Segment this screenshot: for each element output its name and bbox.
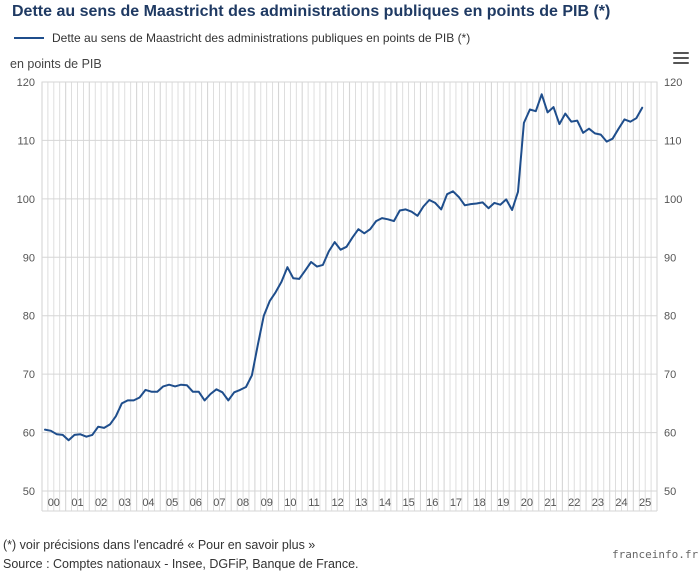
y-tick-label-left: 110 (17, 135, 35, 147)
source-note: Source : Comptes nationaux - Insee, DGFi… (3, 557, 359, 571)
y-tick-label-right: 50 (664, 486, 676, 498)
y-axis-unit-label: en points de PIB (10, 57, 102, 71)
x-tick-label: 11 (308, 497, 319, 509)
y-tick-label-right: 60 (664, 428, 676, 440)
gridlines (41, 81, 658, 512)
x-tick-label: 25 (639, 497, 651, 509)
x-tick-label: 15 (403, 497, 415, 509)
x-tick-label: 10 (284, 497, 296, 509)
x-tick-label: 20 (521, 497, 533, 509)
y-tick-label-right: 120 (664, 77, 682, 89)
x-tick-label: 00 (48, 497, 60, 509)
y-tick-label-right: 100 (664, 194, 682, 206)
x-tick-label: 16 (426, 497, 438, 509)
x-tick-label: 03 (119, 497, 131, 509)
y-tick-label-left: 100 (17, 194, 35, 206)
y-tick-label-left: 80 (23, 311, 35, 323)
legend[interactable]: Dette au sens de Maastricht des administ… (14, 31, 470, 45)
y-tick-label-left: 60 (23, 428, 35, 440)
x-tick-label: 04 (142, 497, 154, 509)
x-tick-label: 17 (450, 497, 462, 509)
x-tick-label: 22 (568, 497, 580, 509)
y-tick-label-left: 70 (23, 369, 35, 381)
x-tick-label: 08 (237, 497, 249, 509)
x-tick-label: 07 (213, 497, 225, 509)
footnote: (*) voir précisions dans l'encadré « Pou… (3, 538, 316, 552)
x-tick-label: 21 (544, 497, 556, 509)
x-tick-label: 23 (592, 497, 604, 509)
x-tick-label: 24 (615, 497, 627, 509)
chart-title: Dette au sens de Maastricht des administ… (12, 3, 611, 20)
x-tick-label: 13 (355, 497, 367, 509)
x-tick-label: 14 (379, 497, 391, 509)
y-tick-label-left: 90 (23, 252, 35, 264)
x-tick-label: 06 (190, 497, 202, 509)
brand-watermark: franceinfo.fr (612, 548, 698, 561)
x-tick-label: 01 (71, 497, 83, 509)
series-line (44, 93, 644, 442)
x-tick-label: 05 (166, 497, 178, 509)
y-tick-label-right: 70 (664, 369, 676, 381)
x-tick-label: 18 (473, 497, 485, 509)
y-tick-label-right: 110 (664, 135, 682, 147)
y-tick-label-right: 90 (664, 252, 676, 264)
x-tick-label: 02 (95, 497, 107, 509)
y-tick-label-right: 80 (664, 311, 676, 323)
y-tick-label-left: 50 (23, 486, 35, 498)
hamburger-menu-icon[interactable] (673, 52, 689, 66)
legend-label: Dette au sens de Maastricht des administ… (52, 31, 471, 45)
series-layer (44, 93, 644, 442)
legend-line-swatch (14, 37, 44, 39)
x-tick-label: 12 (332, 497, 344, 509)
x-tick-label: 09 (261, 497, 273, 509)
y-tick-label-left: 120 (17, 77, 35, 89)
x-tick-label: 19 (497, 497, 509, 509)
